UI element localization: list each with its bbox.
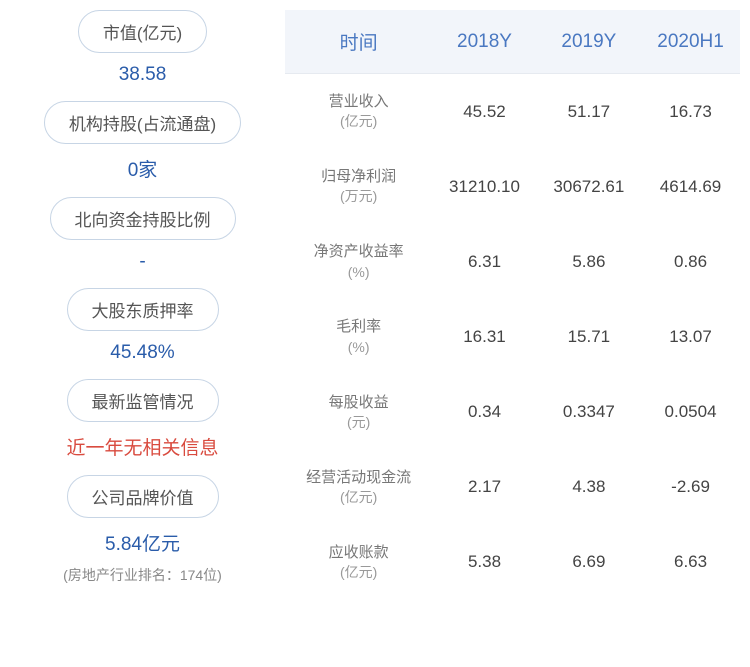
cell: 5.86 <box>537 224 641 299</box>
metric-label: 营业收入 <box>291 92 426 112</box>
metric-label: 应收账款 <box>291 543 426 563</box>
cell: 0.3347 <box>537 375 641 450</box>
cell: 15.71 <box>537 299 641 374</box>
header-time: 时间 <box>285 10 432 74</box>
row-label: 毛利率 (%) <box>285 299 432 374</box>
market-cap-value: 38.58 <box>119 58 167 96</box>
metric-label: 经营活动现金流 <box>291 468 426 488</box>
cell: 6.31 <box>432 224 536 299</box>
metric-unit: (%) <box>291 263 426 282</box>
cell: 2.17 <box>432 450 536 525</box>
cell: 16.73 <box>641 74 740 150</box>
metric-unit: (%) <box>291 338 426 357</box>
cell: 0.86 <box>641 224 740 299</box>
metric-unit: (亿元) <box>291 563 426 582</box>
brand-value-value: 5.84亿元 <box>105 523 180 566</box>
metric-label: 净资产收益率 <box>291 242 426 262</box>
cell: 5.38 <box>432 525 536 600</box>
row-label: 净资产收益率 (%) <box>285 224 432 299</box>
header-2020h1: 2020H1 <box>641 10 740 74</box>
metric-unit: (万元) <box>291 187 426 206</box>
table-row: 应收账款 (亿元) 5.38 6.69 6.63 <box>285 525 740 600</box>
header-2018y: 2018Y <box>432 10 536 74</box>
pledge-ratio-label: 大股东质押率 <box>67 288 219 331</box>
northbound-value: - <box>139 245 145 283</box>
cell: 4614.69 <box>641 149 740 224</box>
cell: 31210.10 <box>432 149 536 224</box>
left-summary-panel: 市值(亿元) 38.58 机构持股(占流通盘) 0家 北向资金持股比例 - 大股… <box>10 10 275 657</box>
metric-label: 毛利率 <box>291 317 426 337</box>
cell: -2.69 <box>641 450 740 525</box>
row-label: 每股收益 (元) <box>285 375 432 450</box>
table-header-row: 时间 2018Y 2019Y 2020H1 <box>285 10 740 74</box>
inst-holding-label: 机构持股(占流通盘) <box>44 101 241 144</box>
table-row: 归母净利润 (万元) 31210.10 30672.61 4614.69 <box>285 149 740 224</box>
regulatory-label: 最新监管情况 <box>67 379 219 422</box>
table-row: 毛利率 (%) 16.31 15.71 13.07 <box>285 299 740 374</box>
cell: 4.38 <box>537 450 641 525</box>
cell: 13.07 <box>641 299 740 374</box>
northbound-label: 北向资金持股比例 <box>50 197 236 240</box>
row-label: 归母净利润 (万元) <box>285 149 432 224</box>
brand-value-label: 公司品牌价值 <box>67 475 219 518</box>
brand-value-note: (房地产行业排名：174位) <box>63 565 222 585</box>
cell: 45.52 <box>432 74 536 150</box>
cell: 0.34 <box>432 375 536 450</box>
metric-label: 归母净利润 <box>291 167 426 187</box>
cell: 30672.61 <box>537 149 641 224</box>
pledge-ratio-value: 45.48% <box>110 336 174 374</box>
cell: 51.17 <box>537 74 641 150</box>
row-label: 应收账款 (亿元) <box>285 525 432 600</box>
row-label: 营业收入 (亿元) <box>285 74 432 150</box>
metric-unit: (亿元) <box>291 488 426 507</box>
table-row: 营业收入 (亿元) 45.52 51.17 16.73 <box>285 74 740 150</box>
cell: 6.63 <box>641 525 740 600</box>
table-row: 经营活动现金流 (亿元) 2.17 4.38 -2.69 <box>285 450 740 525</box>
header-2019y: 2019Y <box>537 10 641 74</box>
metric-label: 每股收益 <box>291 393 426 413</box>
regulatory-value: 近一年无相关信息 <box>66 427 218 470</box>
cell: 6.69 <box>537 525 641 600</box>
financial-table-panel: 时间 2018Y 2019Y 2020H1 营业收入 (亿元) 45.52 51… <box>275 10 740 657</box>
metric-unit: (亿元) <box>291 112 426 131</box>
row-label: 经营活动现金流 (亿元) <box>285 450 432 525</box>
table-row: 每股收益 (元) 0.34 0.3347 0.0504 <box>285 375 740 450</box>
cell: 16.31 <box>432 299 536 374</box>
financial-table: 时间 2018Y 2019Y 2020H1 营业收入 (亿元) 45.52 51… <box>285 10 740 600</box>
cell: 0.0504 <box>641 375 740 450</box>
metric-unit: (元) <box>291 413 426 432</box>
table-row: 净资产收益率 (%) 6.31 5.86 0.86 <box>285 224 740 299</box>
inst-holding-value: 0家 <box>128 149 158 192</box>
market-cap-label: 市值(亿元) <box>78 10 207 53</box>
